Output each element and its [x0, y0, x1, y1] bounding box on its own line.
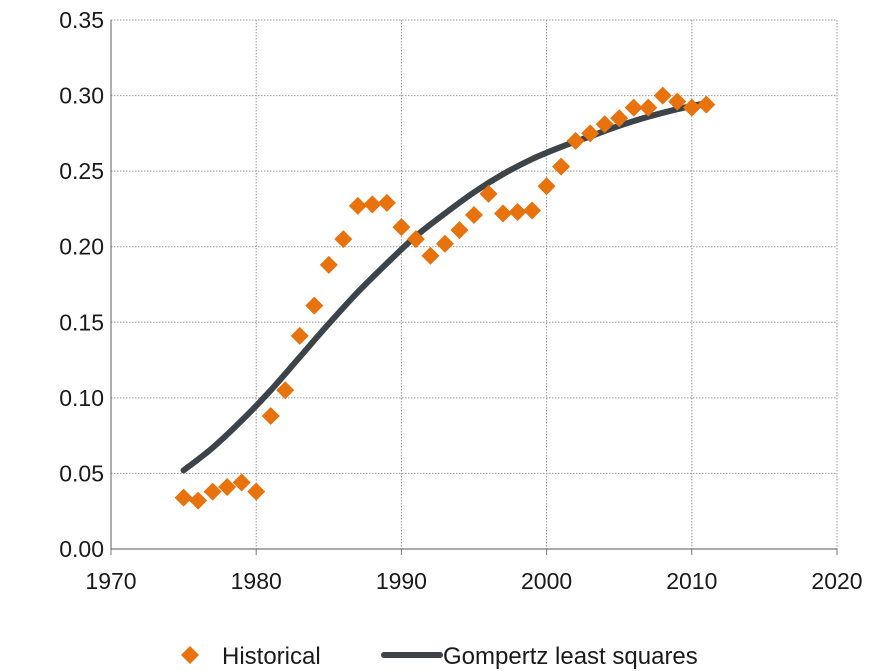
- historical-point: [334, 230, 353, 249]
- historical-point: [537, 177, 556, 196]
- historical-point: [319, 255, 338, 274]
- historical-point: [624, 98, 643, 117]
- historical-point: [392, 218, 411, 237]
- legend: Historical Gompertz least squares: [181, 643, 698, 670]
- historical-point: [479, 184, 498, 203]
- historical-point: [581, 124, 600, 143]
- x-tick-label: 2020: [811, 568, 862, 594]
- historical-point: [552, 157, 571, 176]
- axes: [110, 20, 838, 555]
- historical-point: [305, 296, 324, 315]
- historical-point: [247, 482, 266, 501]
- historical-point: [421, 246, 440, 265]
- historical-point: [435, 234, 454, 253]
- y-tick-label: 0.05: [59, 460, 104, 486]
- historical-point: [450, 221, 469, 240]
- historical-point: [639, 98, 658, 117]
- historical-point: [508, 202, 527, 221]
- historical-point: [610, 109, 629, 128]
- x-tick-label: 2000: [521, 568, 572, 594]
- historical-point: [595, 115, 614, 134]
- x-tick-label: 2010: [666, 568, 717, 594]
- historical-point: [174, 488, 193, 507]
- historical-point: [697, 95, 716, 114]
- y-tick-label: 0.25: [59, 158, 104, 184]
- legend-label-historical: Historical: [222, 643, 321, 670]
- historical-point: [566, 131, 585, 150]
- y-tick-label: 0.10: [59, 385, 104, 411]
- historical-point: [406, 230, 425, 249]
- legend-item-historical: Historical: [181, 643, 321, 670]
- historical-point: [203, 482, 222, 501]
- historical-point: [348, 196, 367, 215]
- y-tick-label: 0.30: [59, 83, 104, 109]
- y-tick-label: 0.35: [59, 7, 104, 33]
- y-tick-label: 0.20: [59, 234, 104, 260]
- y-tick-labels: 0.00 0.05 0.10 0.15 0.20 0.25 0.30 0.35: [59, 7, 104, 562]
- historical-point: [218, 478, 237, 497]
- historical-point: [523, 201, 542, 220]
- historical-point: [668, 92, 687, 111]
- legend-marker-historical: [181, 646, 199, 664]
- historical-point: [494, 204, 513, 223]
- historical-point: [377, 193, 396, 212]
- legend-item-gompertz: Gompertz least squares: [381, 643, 698, 670]
- historical-point: [232, 473, 251, 492]
- y-tick-label: 0.15: [59, 309, 104, 335]
- x-tick-label: 1970: [85, 568, 136, 594]
- grid: [111, 19, 838, 549]
- historical-point-series: [174, 86, 716, 510]
- historical-point: [189, 491, 208, 510]
- gompertz-line: [180, 100, 710, 474]
- historical-point: [465, 205, 483, 224]
- historical-point: [276, 381, 295, 400]
- historical-point: [653, 86, 672, 105]
- legend-label-gompertz: Gompertz least squares: [443, 643, 698, 670]
- gompertz-line-series: [180, 100, 710, 474]
- x-tick-label: 1980: [231, 568, 282, 594]
- historical-point: [363, 195, 382, 214]
- historical-point: [290, 326, 309, 345]
- y-tick-label: 0.00: [59, 536, 104, 562]
- x-tick-label: 1990: [376, 568, 427, 594]
- historical-point: [261, 406, 280, 425]
- x-tick-labels: 1970 1980 1990 2000 2010 2020: [85, 568, 862, 594]
- historical-point: [682, 98, 701, 117]
